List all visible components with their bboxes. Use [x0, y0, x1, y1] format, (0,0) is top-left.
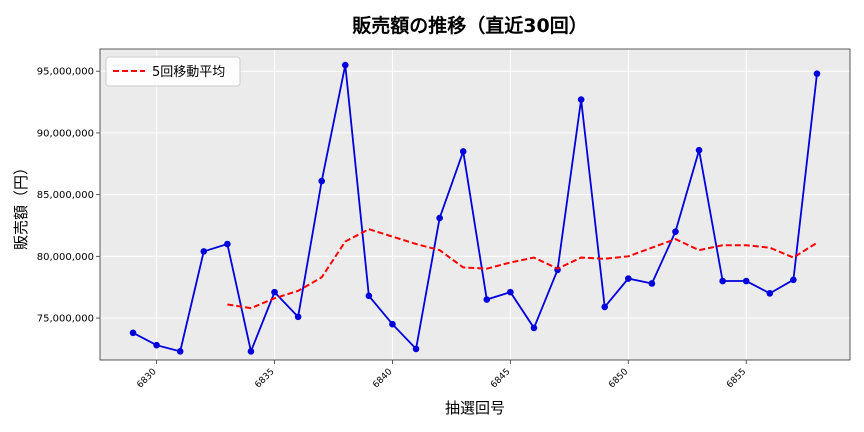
sales-point: [648, 280, 656, 287]
x-tick-label: 6835: [253, 367, 276, 390]
sales-point: [200, 248, 208, 255]
sales-point: [601, 303, 609, 311]
sales-point: [153, 341, 160, 349]
y-tick-label: 85,000,000: [37, 190, 94, 201]
sales-point: [271, 288, 278, 296]
moving-average-line: [227, 228, 818, 310]
sales-point: [341, 61, 349, 69]
sales-point: [483, 296, 491, 303]
sales-point: [318, 177, 325, 185]
sales-point: [459, 148, 467, 155]
sales-point: [530, 324, 538, 332]
sales-point: [294, 313, 302, 321]
sales-point: [436, 214, 443, 222]
chart-title: 販売額の推移（直近30回）: [352, 14, 587, 37]
y-tick-label: 90,000,000: [37, 128, 94, 139]
y-axis-label: 販売額（円）: [12, 160, 30, 250]
sales-point: [695, 146, 703, 154]
plot-area: [100, 49, 850, 360]
y-tick-label: 80,000,000: [37, 252, 94, 263]
sales-point: [790, 276, 797, 284]
sales-point: [719, 277, 726, 285]
legend: 5回移動平均: [105, 56, 241, 87]
sales-point: [412, 345, 420, 353]
x-tick-label: 6830: [135, 367, 158, 390]
sales-line: [132, 64, 818, 355]
legend-label-moving-average: 5回移動平均: [152, 65, 225, 80]
sales-point: [176, 348, 184, 355]
sales-point: [766, 290, 774, 297]
x-tick-label: 6850: [607, 367, 630, 390]
x-tick-label: 6840: [371, 367, 394, 390]
sales-point: [742, 277, 750, 285]
sales-point: [389, 320, 396, 328]
series-group: [129, 61, 821, 355]
sales-point: [224, 240, 231, 248]
x-axis-ticks: 6830 6835 6840 6845 6850 6855: [135, 360, 748, 390]
sales-point: [672, 228, 679, 235]
plot-frame: [99, 48, 851, 361]
sales-point: [247, 348, 255, 355]
y-axis-ticks: 75,000,000 80,000,000 85,000,000 90,000,000…: [37, 67, 100, 325]
x-axis-label: 抽選回号: [445, 399, 505, 417]
x-tick-label: 6855: [725, 367, 748, 390]
y-tick-label: 95,000,000: [37, 67, 94, 78]
y-tick-label: 75,000,000: [37, 314, 94, 325]
sales-point: [813, 70, 821, 77]
x-tick-label: 6845: [489, 367, 512, 390]
sales-point: [507, 288, 514, 296]
sales-point: [129, 329, 137, 337]
sales-point: [577, 96, 585, 103]
legend-box: [105, 56, 241, 87]
sales-point: [625, 275, 632, 282]
sales-point: [365, 292, 373, 300]
